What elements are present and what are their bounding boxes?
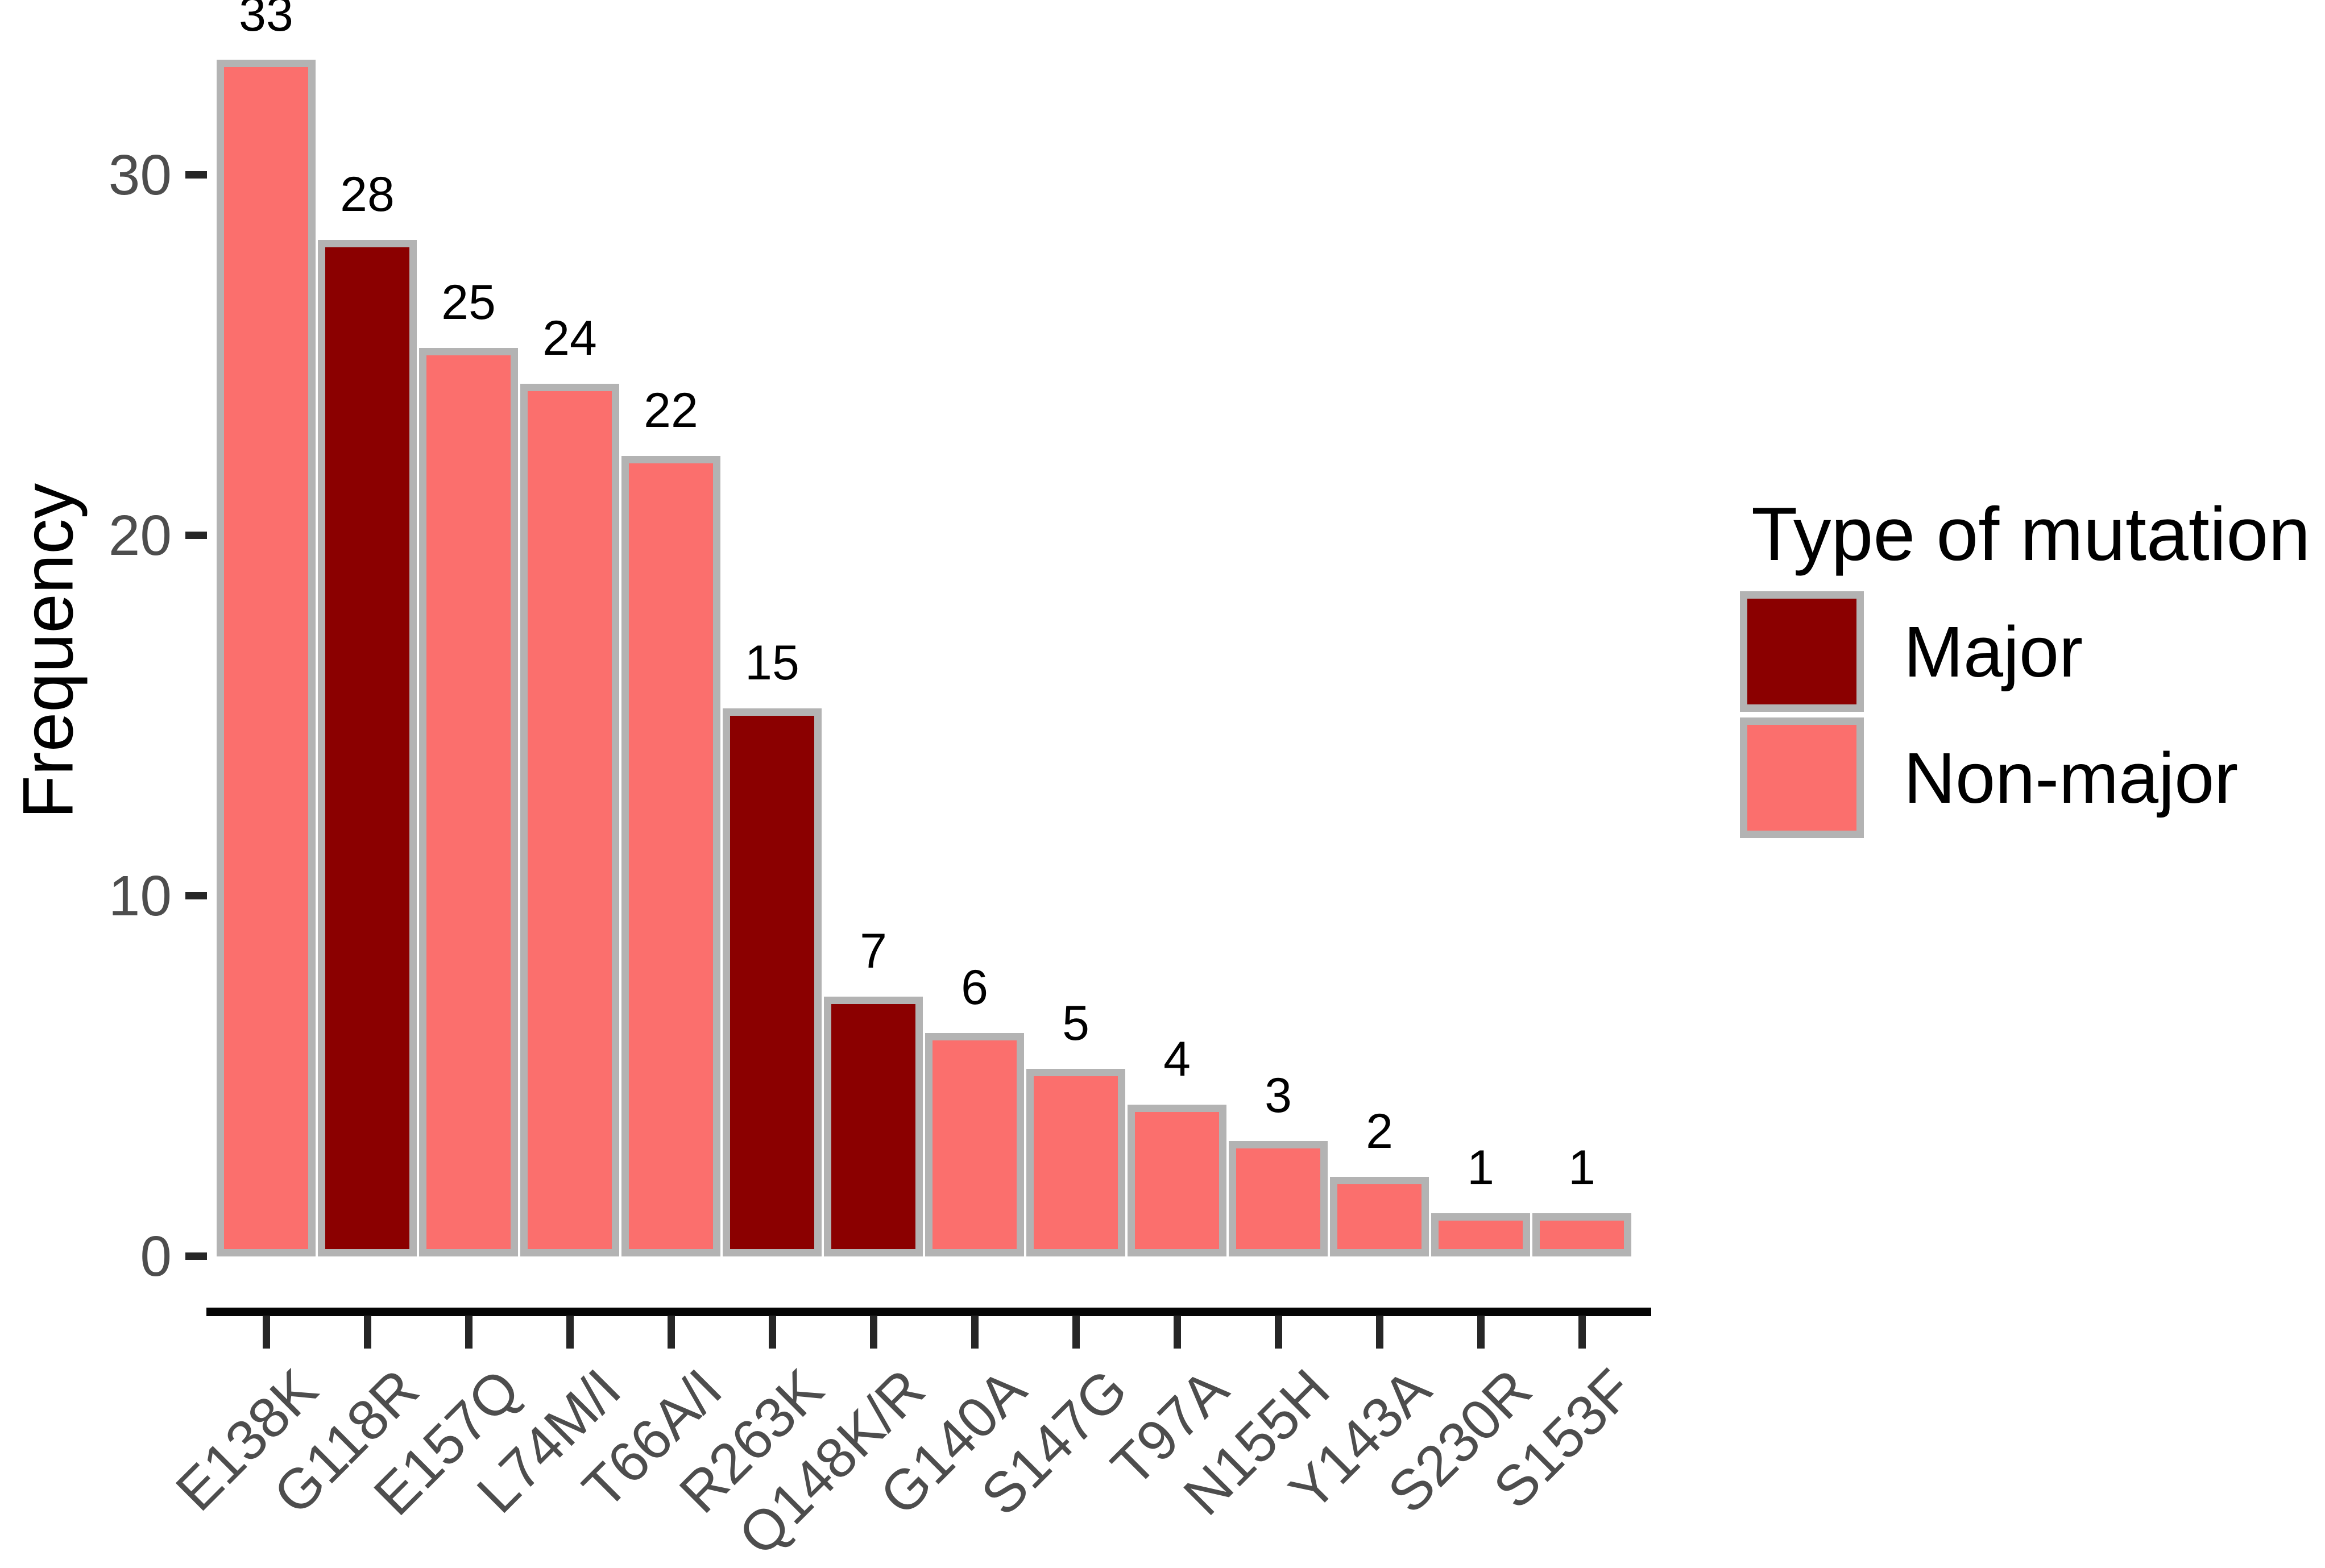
x-axis-tick-G118R	[364, 1316, 371, 1349]
bar-T66A/I	[621, 456, 720, 1256]
bar-value-label-S230R: 1	[1467, 1140, 1494, 1195]
bar-G140A	[925, 1033, 1024, 1256]
bar-T97A	[1128, 1105, 1226, 1256]
bar-N155H	[1229, 1141, 1328, 1256]
bar-value-label-G140A: 6	[961, 960, 988, 1015]
x-axis-tick-T97A	[1174, 1316, 1181, 1349]
bar-E138K	[217, 60, 316, 1256]
bar-value-label-Y143A: 2	[1366, 1104, 1393, 1159]
y-axis-tick-0	[185, 1252, 207, 1260]
y-axis-tick-label-0: 0	[140, 1225, 172, 1288]
bar-G118R	[318, 240, 417, 1256]
y-axis-tick-20	[185, 532, 207, 539]
y-axis-tick-10	[185, 892, 207, 899]
bar-S230R	[1431, 1213, 1530, 1256]
y-axis-tick-label-30: 30	[108, 143, 172, 207]
bar-L74M/I	[520, 384, 619, 1256]
x-axis-line	[206, 1308, 1651, 1316]
x-axis-tick-L74M/I	[566, 1316, 574, 1349]
bar-Q148K/R	[824, 997, 923, 1256]
bar-value-label-E157Q: 25	[441, 275, 496, 330]
bar-value-label-T66A/I: 22	[644, 383, 698, 438]
x-axis-tick-S153F	[1578, 1316, 1586, 1349]
x-axis-tick-N155H	[1275, 1316, 1282, 1349]
x-axis-tick-R263K	[769, 1316, 776, 1349]
bar-value-label-R263K: 15	[745, 636, 799, 690]
legend-label-major: Major	[1904, 611, 2083, 692]
legend-swatch-non-major	[1740, 717, 1864, 838]
bar-value-label-S147G: 5	[1062, 996, 1089, 1051]
bar-Y143A	[1330, 1177, 1429, 1256]
legend-swatch-major	[1740, 591, 1864, 712]
legend-title: Type of mutation	[1751, 492, 2311, 576]
x-axis-tick-E138K	[263, 1316, 270, 1349]
bar-value-label-T97A: 4	[1163, 1032, 1191, 1086]
x-axis-tick-Y143A	[1376, 1316, 1383, 1349]
legend-entry-major: Major	[1740, 591, 2310, 712]
bar-value-label-N155H: 3	[1265, 1068, 1292, 1123]
bar-value-label-Q148K/R: 7	[860, 924, 887, 978]
bar-value-label-G118R: 28	[340, 167, 395, 222]
x-axis-tick-S147G	[1072, 1316, 1080, 1349]
y-axis-tick-label-10: 10	[108, 864, 172, 928]
legend: Type of mutation Major Non-major	[1740, 492, 2310, 838]
bar-S147G	[1026, 1069, 1125, 1256]
x-axis-tick-T66A/I	[668, 1316, 675, 1349]
bar-S153F	[1532, 1213, 1631, 1256]
bar-R263K	[723, 708, 822, 1256]
x-axis-tick-S230R	[1477, 1316, 1485, 1349]
legend-entry-non-major: Non-major	[1740, 717, 2310, 838]
legend-label-non-major: Non-major	[1904, 737, 2239, 818]
bar-value-label-E138K: 33	[239, 0, 293, 42]
bar-E157Q	[419, 348, 518, 1256]
bar-value-label-L74M/I: 24	[542, 311, 597, 366]
x-axis-tick-Q148K/R	[870, 1316, 877, 1349]
x-axis-tick-E157Q	[465, 1316, 473, 1349]
y-axis-tick-label-20: 20	[108, 504, 172, 567]
x-axis-tick-G140A	[971, 1316, 979, 1349]
y-axis-tick-30	[185, 171, 207, 179]
bar-value-label-S153F: 1	[1568, 1140, 1595, 1195]
